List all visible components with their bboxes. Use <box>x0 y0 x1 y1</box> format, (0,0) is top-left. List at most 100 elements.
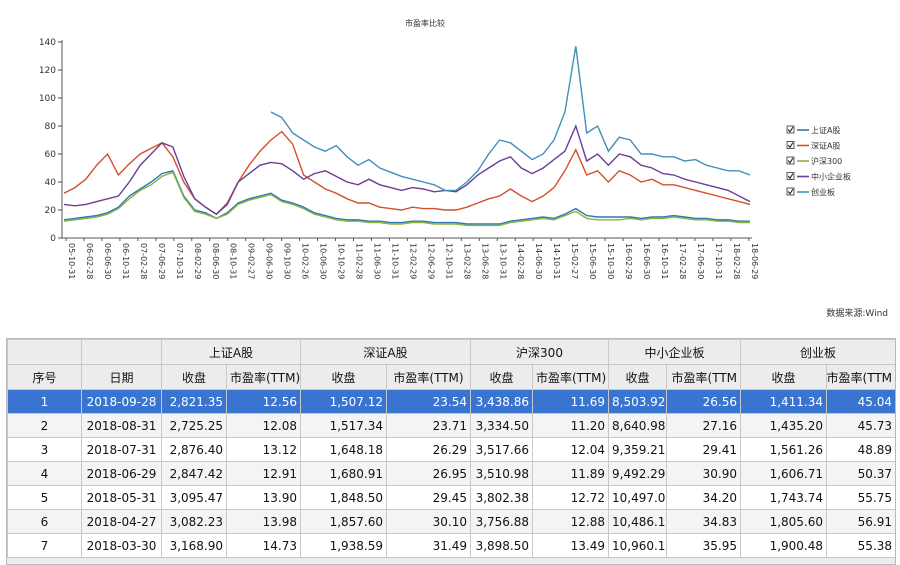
cell-close[interactable]: 1,561.26 <box>740 437 828 462</box>
table-row[interactable]: 4 2018-06-29 2,847.42 12.91 1,680.91 26.95 3,5… <box>7 461 895 486</box>
header-pe[interactable]: 市盈率(TTM) <box>386 364 471 390</box>
cell-pe[interactable]: 35.95 <box>665 533 742 558</box>
cell-close[interactable]: 3,802.38 <box>470 485 533 510</box>
cell-close[interactable]: 1,435.20 <box>740 413 828 438</box>
header-close[interactable]: 收盘 <box>300 364 387 390</box>
cell-pe[interactable]: 26.95 <box>386 461 471 486</box>
cell-pe[interactable]: 55.38 <box>826 533 895 558</box>
header-date[interactable]: 日期 <box>81 364 162 390</box>
cell-date[interactable]: 2018-09-28 <box>81 389 162 414</box>
cell-close[interactable]: 3,517.66 <box>470 437 533 462</box>
cell-date[interactable]: 2018-08-31 <box>81 413 162 438</box>
cell-pe[interactable]: 12.88 <box>532 509 609 534</box>
cell-seq[interactable]: 5 <box>7 485 82 510</box>
cell-close[interactable]: 8,503.92 <box>608 389 667 414</box>
table-row[interactable]: 3 2018-07-31 2,876.40 13.12 1,648.18 26.29 3,5… <box>7 437 895 462</box>
group-header-sh-a[interactable]: 上证A股 <box>161 339 301 365</box>
cell-date[interactable]: 2018-05-31 <box>81 485 162 510</box>
cell-close[interactable]: 9,359.21 <box>608 437 667 462</box>
cell-pe[interactable]: 12.56 <box>226 389 301 414</box>
cell-close[interactable]: 3,082.23 <box>161 509 227 534</box>
header-close[interactable]: 收盘 <box>161 364 227 390</box>
cell-seq[interactable]: 1 <box>7 389 82 414</box>
cell-date[interactable]: 2018-06-29 <box>81 461 162 486</box>
cell-close[interactable]: 10,497.03 <box>608 485 667 510</box>
cell-pe[interactable]: 26.29 <box>386 437 471 462</box>
cell-pe[interactable]: 12.91 <box>226 461 301 486</box>
cell-close[interactable]: 10,486.15 <box>608 509 667 534</box>
cell-close[interactable]: 3,168.90 <box>161 533 227 558</box>
cell-close[interactable]: 1,680.91 <box>300 461 387 486</box>
table-row[interactable]: 5 2018-05-31 3,095.47 13.90 1,848.50 29.45 3,8… <box>7 485 895 510</box>
cell-close[interactable]: 3,334.50 <box>470 413 533 438</box>
group-header-sz-a[interactable]: 深证A股 <box>300 339 471 365</box>
header-pe[interactable]: 市盈率(TTM) <box>226 364 301 390</box>
cell-pe[interactable]: 26.56 <box>665 389 742 414</box>
cell-pe[interactable]: 11.69 <box>532 389 609 414</box>
cell-close[interactable]: 1,857.60 <box>300 509 387 534</box>
cell-pe[interactable]: 29.45 <box>386 485 471 510</box>
cell-pe[interactable]: 23.54 <box>386 389 471 414</box>
cell-close[interactable]: 9,492.29 <box>608 461 667 486</box>
cell-close[interactable]: 2,847.42 <box>161 461 227 486</box>
cell-pe[interactable]: 55.75 <box>826 485 895 510</box>
table-row[interactable]: 7 2018-03-30 3,168.90 14.73 1,938.59 31.49 3,8… <box>7 533 895 558</box>
cell-close[interactable]: 1,805.60 <box>740 509 828 534</box>
header-seq[interactable]: 序号 <box>7 364 82 390</box>
cell-close[interactable]: 1,900.48 <box>740 533 828 558</box>
cell-close[interactable]: 3,095.47 <box>161 485 227 510</box>
cell-close[interactable]: 1,743.74 <box>740 485 828 510</box>
cell-pe[interactable]: 27.16 <box>665 413 742 438</box>
cell-close[interactable]: 3,756.88 <box>470 509 533 534</box>
cell-pe[interactable]: 34.83 <box>665 509 742 534</box>
cell-pe[interactable]: 13.98 <box>226 509 301 534</box>
cell-close[interactable]: 1,648.18 <box>300 437 387 462</box>
data-grid[interactable]: 上证A股 深证A股 沪深300 中小企业板 创业板 序号 日期 收盘 市盈率(T… <box>7 339 895 558</box>
cell-close[interactable]: 2,876.40 <box>161 437 227 462</box>
header-close[interactable]: 收盘 <box>608 364 667 390</box>
table-row[interactable]: 2 2018-08-31 2,725.25 12.08 1,517.34 23.71 3,3… <box>7 413 895 438</box>
cell-close[interactable]: 1,517.34 <box>300 413 387 438</box>
cell-pe[interactable]: 45.04 <box>826 389 895 414</box>
cell-pe[interactable]: 30.90 <box>665 461 742 486</box>
cell-close[interactable]: 2,821.35 <box>161 389 227 414</box>
cell-pe[interactable]: 12.04 <box>532 437 609 462</box>
header-close[interactable]: 收盘 <box>740 364 828 390</box>
cell-close[interactable]: 3,898.50 <box>470 533 533 558</box>
cell-seq[interactable]: 4 <box>7 461 82 486</box>
cell-close[interactable]: 1,848.50 <box>300 485 387 510</box>
header-pe[interactable]: 市盈率(TTM <box>826 364 895 390</box>
cell-pe[interactable]: 56.91 <box>826 509 895 534</box>
cell-close[interactable]: 1,411.34 <box>740 389 828 414</box>
cell-pe[interactable]: 48.89 <box>826 437 895 462</box>
cell-seq[interactable]: 2 <box>7 413 82 438</box>
cell-close[interactable]: 1,606.71 <box>740 461 828 486</box>
cell-pe[interactable]: 50.37 <box>826 461 895 486</box>
cell-close[interactable]: 1,507.12 <box>300 389 387 414</box>
group-header-chinext[interactable]: 创业板 <box>740 339 895 365</box>
cell-seq[interactable]: 6 <box>7 509 82 534</box>
cell-pe[interactable]: 12.72 <box>532 485 609 510</box>
cell-pe[interactable]: 11.89 <box>532 461 609 486</box>
cell-date[interactable]: 2018-04-27 <box>81 509 162 534</box>
cell-pe[interactable]: 34.20 <box>665 485 742 510</box>
header-pe[interactable]: 市盈率(TTM <box>665 364 742 390</box>
cell-pe[interactable]: 11.20 <box>532 413 609 438</box>
cell-pe[interactable]: 31.49 <box>386 533 471 558</box>
cell-seq[interactable]: 7 <box>7 533 82 558</box>
cell-pe[interactable]: 23.71 <box>386 413 471 438</box>
cell-pe[interactable]: 13.12 <box>226 437 301 462</box>
table-row[interactable]: 1 2018-09-28 2,821.35 12.56 1,507.12 23.54 3,4… <box>7 389 895 414</box>
header-close[interactable]: 收盘 <box>470 364 533 390</box>
cell-close[interactable]: 1,938.59 <box>300 533 387 558</box>
cell-pe[interactable]: 14.73 <box>226 533 301 558</box>
cell-pe[interactable]: 29.41 <box>665 437 742 462</box>
cell-date[interactable]: 2018-07-31 <box>81 437 162 462</box>
cell-pe[interactable]: 13.49 <box>532 533 609 558</box>
cell-close[interactable]: 8,640.98 <box>608 413 667 438</box>
cell-pe[interactable]: 45.73 <box>826 413 895 438</box>
group-header-sme[interactable]: 中小企业板 <box>607 339 742 365</box>
cell-close[interactable]: 3,438.86 <box>470 389 533 414</box>
header-pe[interactable]: 市盈率(TTM) <box>532 364 609 390</box>
cell-close[interactable]: 3,510.98 <box>470 461 533 486</box>
